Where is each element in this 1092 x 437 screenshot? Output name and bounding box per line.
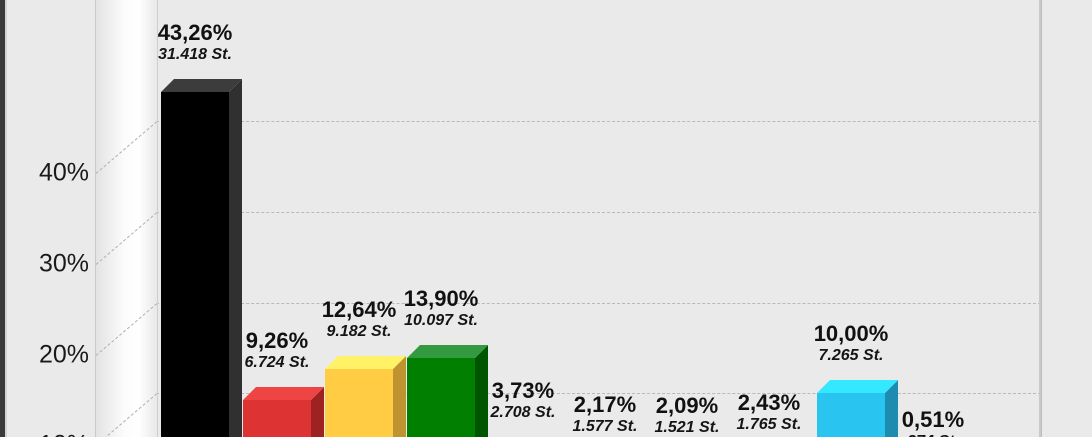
bar-label: 10,00% 7.265 St. [791, 322, 911, 365]
bar-top-face [243, 387, 324, 400]
y-axis-tick-label: 40% [38, 158, 89, 187]
bar-votes-label: 1.521 St. [654, 419, 720, 437]
bar-percent-label: 2,09% [655, 393, 719, 419]
bar[interactable] [817, 380, 898, 437]
bar-label: 2,17% 1.577 St. [545, 393, 665, 436]
bar[interactable] [161, 78, 242, 437]
window-left-border-inner [5, 0, 7, 437]
plot-area: 40%30%20%10% 43,26%31.418 St.9,26%6.724 … [7, 0, 1092, 437]
bar-front-face [817, 393, 885, 437]
y-axis-tick-label: 10% [7, 431, 89, 437]
plot-right-border [1041, 0, 1042, 437]
bar-side-face [393, 356, 406, 437]
bar-label: 2,43% 1.765 St. [709, 391, 829, 434]
y-axis-tick-label: 30% [38, 249, 89, 278]
bar-top-face [817, 380, 898, 394]
bar-front-face [243, 400, 311, 437]
window-left-border [0, 0, 5, 437]
bar-label: 13,90% 10.097 St. [381, 287, 501, 330]
gridline [156, 211, 1041, 213]
bar-label: 2,09% 1.521 St. [627, 394, 747, 437]
gridline [156, 121, 1041, 123]
axis-wall-3d [95, 0, 158, 437]
bar-votes-label: 1.765 St. [736, 416, 802, 434]
bar-side-face [229, 78, 242, 437]
bar[interactable] [325, 356, 406, 437]
bar-votes-label: 1.577 St. [572, 418, 638, 436]
bar-percent-label: 10,00% [813, 321, 889, 347]
bar-votes-label: 7.265 St. [818, 347, 884, 365]
bar-front-face [161, 91, 229, 437]
bar-label: 12,64% 9.182 St. [299, 298, 419, 341]
y-axis-tick-label: 20% [38, 340, 89, 369]
bar-votes-label: 10.097 St. [404, 312, 478, 330]
bar-votes-label: 9.182 St. [326, 323, 392, 341]
bar-front-face [407, 357, 475, 437]
plot-right-wall [1039, 0, 1042, 437]
bar-front-face [325, 369, 393, 437]
bar-top-face [161, 78, 242, 92]
bar-top-face [325, 356, 406, 370]
bar-percent-label: 2,17% [573, 392, 637, 418]
bar-percent-label: 2,43% [737, 389, 801, 415]
bar[interactable] [407, 344, 488, 437]
bar-percent-label: 13,90% [403, 285, 479, 311]
bar-top-face [407, 344, 488, 358]
bar-side-face [475, 344, 488, 437]
gridline [156, 302, 1041, 304]
bar[interactable] [243, 387, 324, 437]
gridline [156, 393, 1041, 395]
